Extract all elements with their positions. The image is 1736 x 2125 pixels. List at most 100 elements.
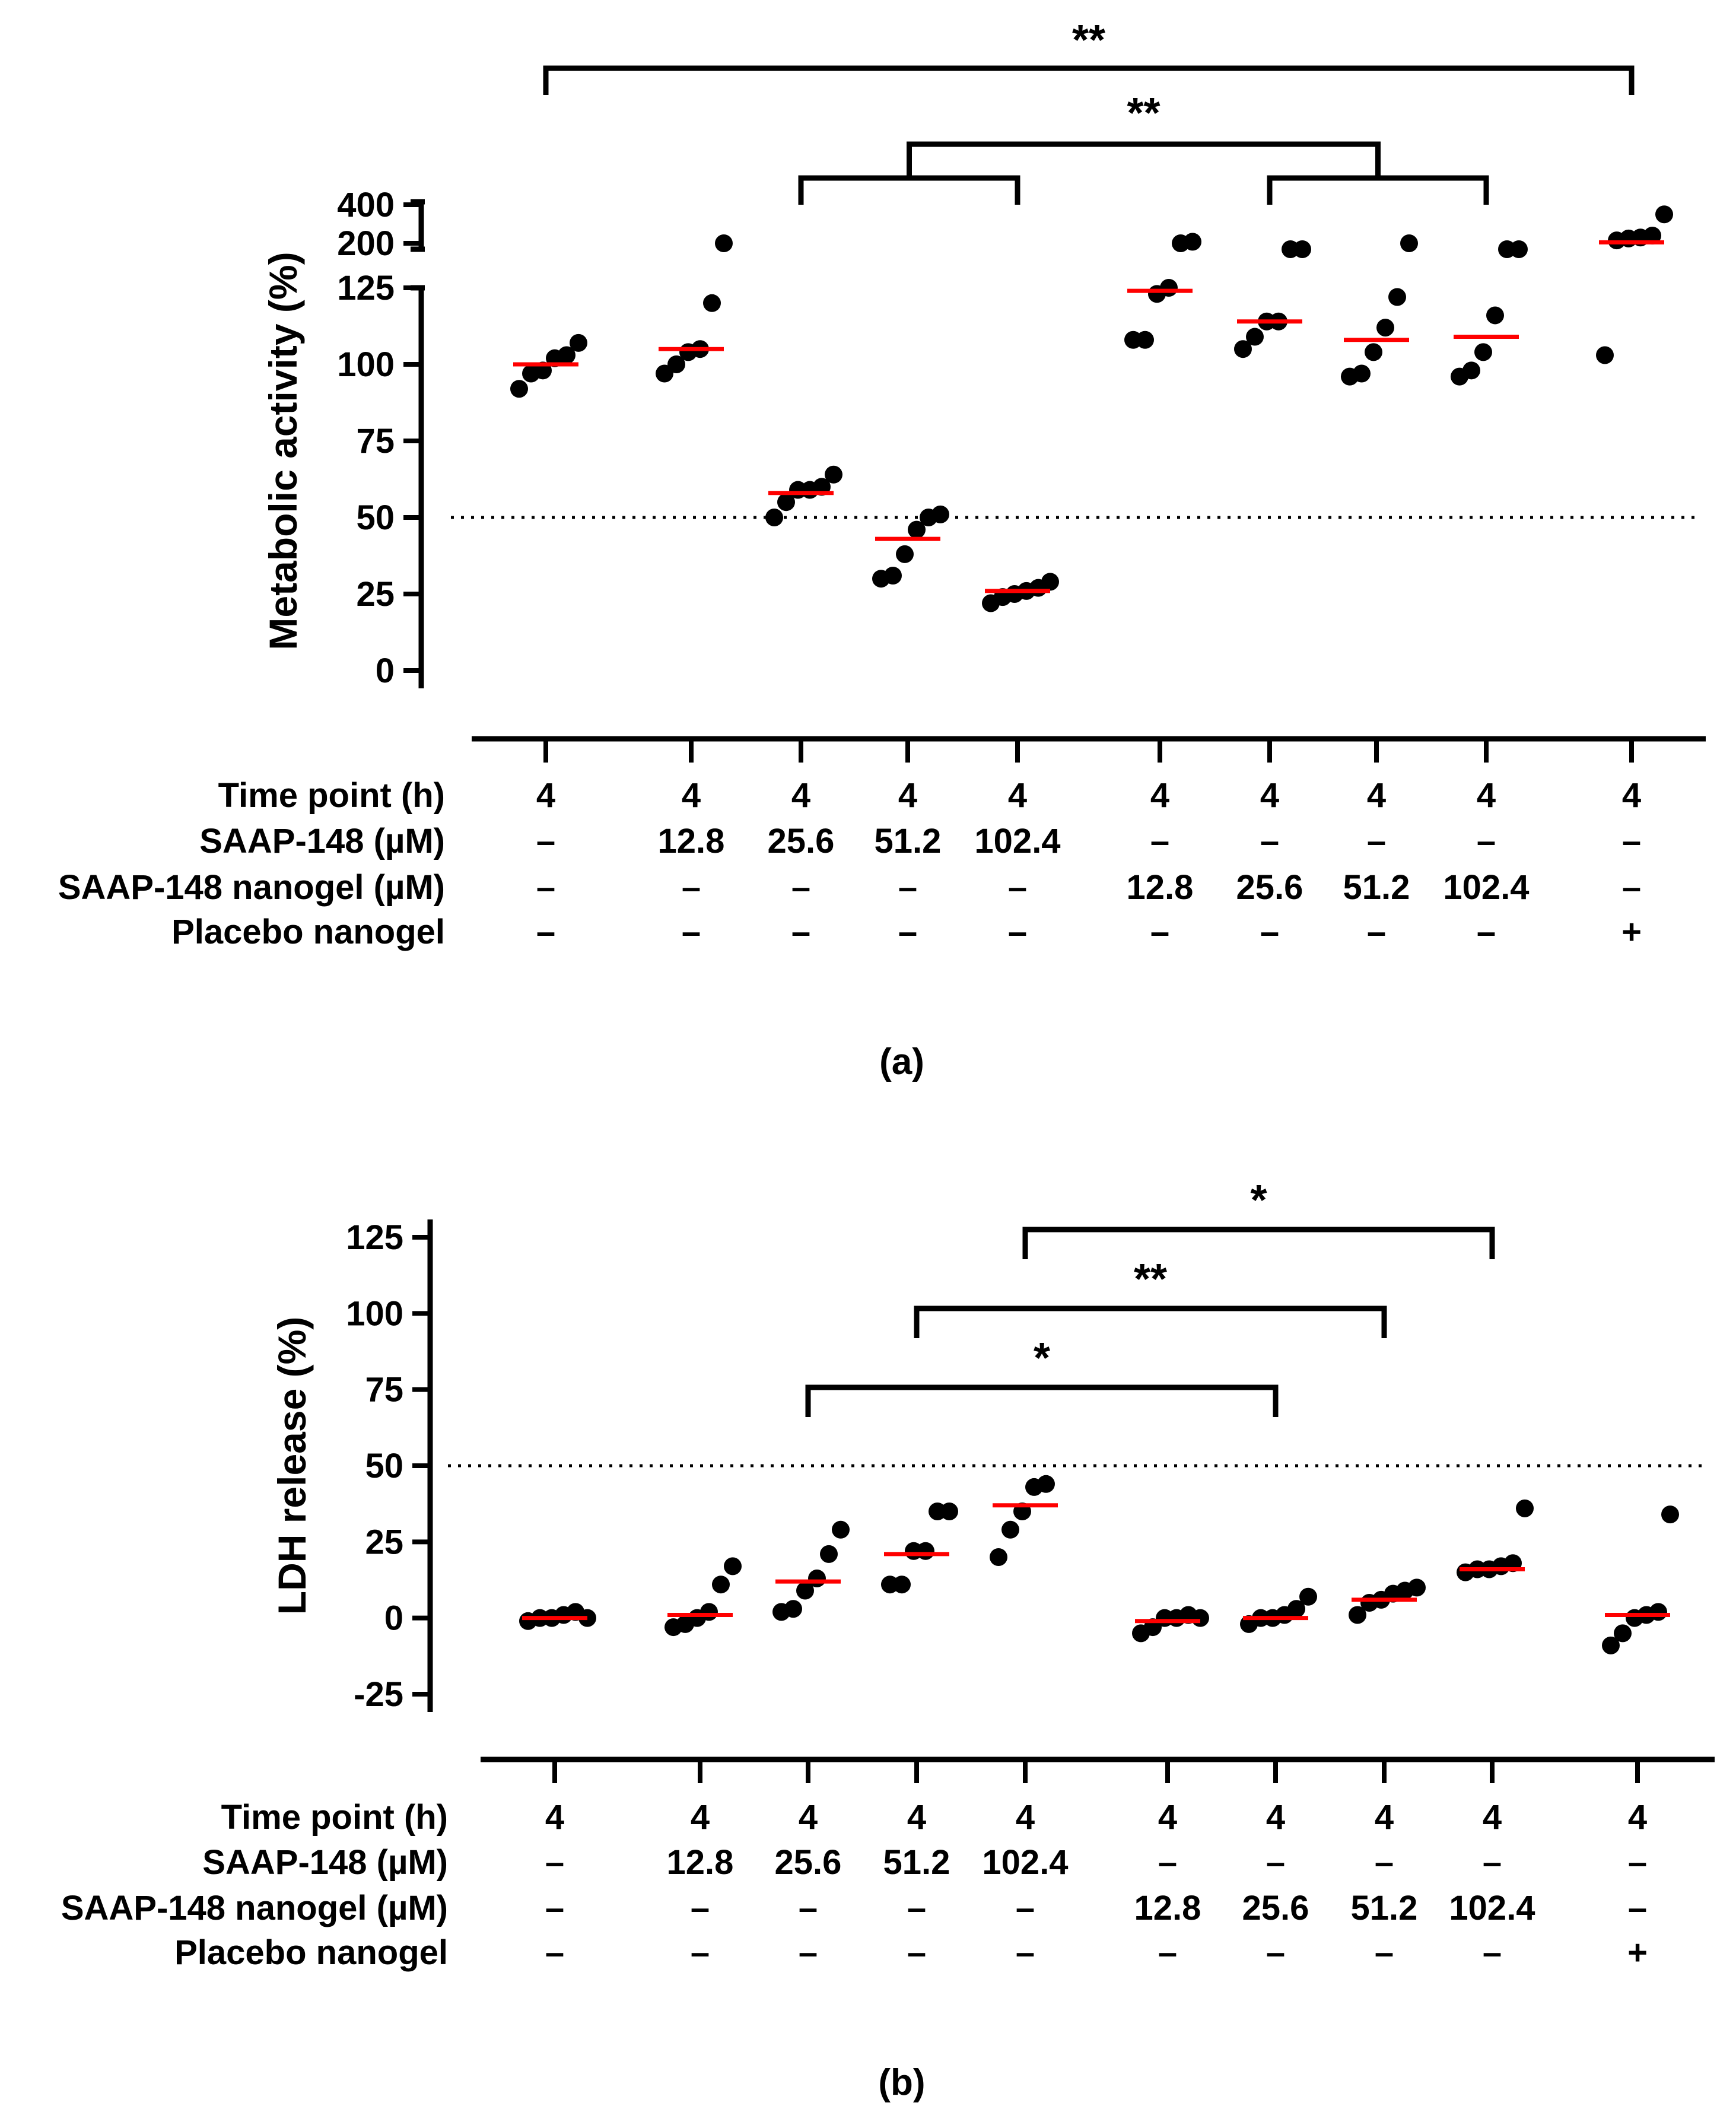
data-point xyxy=(931,505,949,523)
panel-caption: (b) xyxy=(878,2062,925,2103)
y-tick-label: 125 xyxy=(337,269,395,307)
data-point xyxy=(1516,1499,1534,1517)
table-cell: – xyxy=(898,913,917,951)
table-cell: – xyxy=(1628,1843,1647,1882)
table-cell: 4 xyxy=(907,1798,926,1837)
data-point xyxy=(1234,340,1252,358)
data-point xyxy=(1136,331,1154,349)
data-point xyxy=(1037,1475,1055,1493)
table-cell: – xyxy=(1375,1843,1394,1882)
significance-label: ** xyxy=(1134,1256,1167,1303)
table-cell: – xyxy=(1266,1843,1285,1882)
table-row-header: Time point (h) xyxy=(218,776,445,815)
table-cell: 12.8 xyxy=(658,822,725,860)
data-point xyxy=(712,1576,730,1594)
table-cell: 4 xyxy=(791,776,810,815)
data-point xyxy=(1041,573,1059,591)
data-point xyxy=(1388,288,1406,306)
table-cell: 4 xyxy=(536,776,555,815)
table-cell: 51.2 xyxy=(883,1843,950,1882)
table-cell: + xyxy=(1621,913,1642,951)
significance-bracket xyxy=(914,1306,1387,1338)
data-point xyxy=(700,1603,718,1621)
data-point xyxy=(832,1520,850,1539)
data-point xyxy=(1349,1606,1366,1624)
table-cell: 4 xyxy=(1367,776,1386,815)
table-cell: – xyxy=(799,1889,818,1927)
table-cell: – xyxy=(691,1933,710,1972)
data-point xyxy=(1486,306,1504,325)
data-point xyxy=(1510,240,1528,258)
data-point xyxy=(1191,1609,1209,1627)
table-row-header: Placebo nanogel xyxy=(171,913,445,951)
table-cell: – xyxy=(898,868,917,907)
table-cell: – xyxy=(536,913,555,951)
table-cell: – xyxy=(1477,913,1496,951)
data-point xyxy=(784,1600,802,1618)
table-cell: – xyxy=(1628,1889,1647,1927)
data-point xyxy=(1462,361,1480,380)
table-cell: – xyxy=(545,1889,564,1927)
table-cell: – xyxy=(1483,1933,1502,1972)
table-cell: – xyxy=(1260,913,1279,951)
y-tick-label: 25 xyxy=(356,575,395,614)
data-point xyxy=(893,1576,911,1594)
table-cell: 4 xyxy=(1483,1798,1502,1837)
table-cell: – xyxy=(1367,913,1386,951)
data-point xyxy=(777,493,795,512)
significance-label: ** xyxy=(1127,90,1160,137)
table-cell: – xyxy=(1622,822,1641,860)
table-cell: 4 xyxy=(1150,776,1169,815)
table-cell: – xyxy=(799,1933,818,1972)
data-point xyxy=(667,355,685,373)
data-point xyxy=(1184,233,1201,251)
data-point xyxy=(820,1545,838,1563)
data-point xyxy=(796,1581,814,1600)
table-cell: 4 xyxy=(799,1798,818,1837)
table-cell: 4 xyxy=(898,776,917,815)
data-point xyxy=(908,520,926,539)
y-tick-label: 75 xyxy=(356,422,395,460)
y-axis-title: Metabolic activity (%) xyxy=(261,252,305,650)
table-cell: – xyxy=(682,868,701,907)
table-cell: 4 xyxy=(545,1798,564,1837)
data-point xyxy=(1643,227,1661,244)
table-cell: – xyxy=(1375,1933,1394,1972)
table-cell: – xyxy=(1622,868,1641,907)
data-point xyxy=(896,545,914,563)
table-cell: 4 xyxy=(1158,1798,1177,1837)
table-cell: 4 xyxy=(1622,776,1641,815)
table-cell: – xyxy=(907,1933,926,1972)
panel-caption: (a) xyxy=(879,1041,924,1082)
table-cell: – xyxy=(1016,1933,1035,1972)
data-point xyxy=(1353,364,1371,383)
table-cell: – xyxy=(1150,913,1169,951)
data-point xyxy=(765,509,783,526)
table-cell: + xyxy=(1627,1933,1648,1972)
data-point xyxy=(1287,1600,1305,1618)
data-point xyxy=(715,234,733,252)
data-point xyxy=(1001,1520,1019,1539)
table-cell: 4 xyxy=(1266,1798,1285,1837)
y-tick-label: 100 xyxy=(346,1294,403,1333)
table-cell: 12.8 xyxy=(1134,1889,1201,1927)
y-tick-label: 200 xyxy=(337,224,395,263)
table-cell: 102.4 xyxy=(982,1843,1068,1882)
y-axis-title: LDH release (%) xyxy=(270,1317,314,1615)
table-cell: – xyxy=(1008,868,1027,907)
table-cell: 12.8 xyxy=(1127,868,1194,907)
table-cell: 25.6 xyxy=(1242,1889,1309,1927)
y-tick-label: -25 xyxy=(354,1675,403,1714)
data-point xyxy=(1602,1636,1620,1654)
table-cell: 102.4 xyxy=(974,822,1060,860)
table-cell: – xyxy=(536,868,555,907)
table-cell: – xyxy=(907,1889,926,1927)
data-point xyxy=(1649,1603,1667,1621)
table-cell: 25.6 xyxy=(775,1843,842,1882)
table-cell: 4 xyxy=(1260,776,1279,815)
table-cell: – xyxy=(1367,822,1386,860)
table-cell: 51.2 xyxy=(1343,868,1410,907)
table-cell: 4 xyxy=(1375,1798,1394,1837)
significance-bracket xyxy=(543,65,1635,95)
